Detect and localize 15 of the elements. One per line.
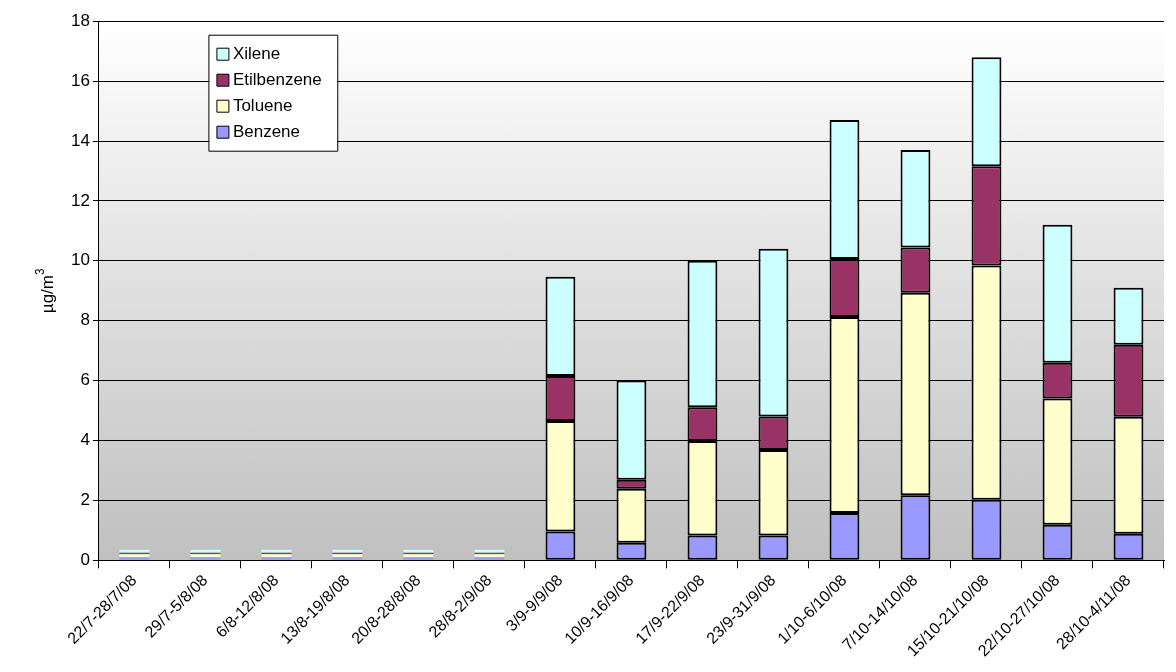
legend-label: Benzene: [232, 121, 301, 141]
y-axis-title: µg/m3: [33, 267, 57, 314]
y-tick-label: 8: [80, 310, 90, 330]
legend-label: Xilene: [232, 43, 281, 63]
legend-label: Etilbenzene: [232, 69, 322, 89]
y-tick-label: 4: [80, 430, 90, 450]
y-tick-label: 10: [70, 250, 90, 270]
y-tick-label: 12: [70, 190, 90, 210]
y-tick-label: 14: [70, 130, 90, 150]
y-tick-label: 16: [70, 70, 90, 90]
y-tick-label: 0: [80, 549, 90, 569]
y-tick-label: 2: [80, 490, 90, 510]
legend-label: Toluene: [232, 95, 293, 115]
y-tick-label: 6: [80, 370, 90, 390]
y-tick-label: 18: [70, 10, 90, 30]
